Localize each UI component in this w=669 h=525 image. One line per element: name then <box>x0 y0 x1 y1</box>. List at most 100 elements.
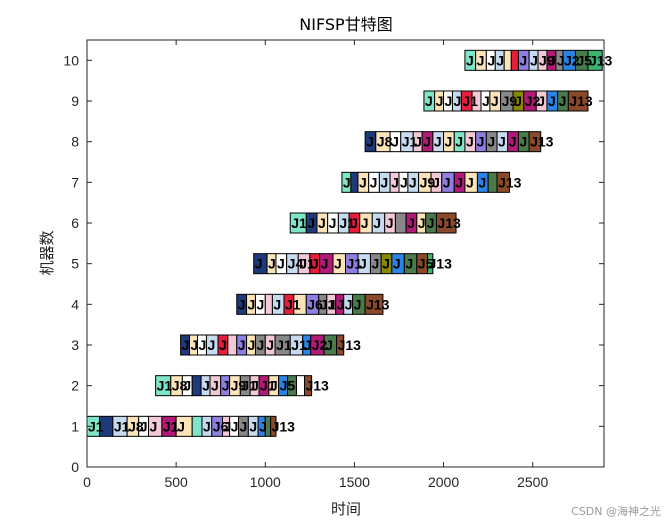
gantt-block-label: J <box>393 256 401 272</box>
gantt-block-label: J1 <box>285 296 301 312</box>
y-tick-label: 3 <box>71 337 79 353</box>
gantt-block <box>510 49 519 71</box>
gantt-block-label: J <box>334 256 342 272</box>
gantt-block-label: J1 <box>462 93 478 109</box>
gantt-block-label: J <box>414 134 422 150</box>
gantt-block <box>496 171 511 193</box>
chart-title: NIFSP甘特图 <box>299 15 392 34</box>
gantt-block-label: J <box>519 134 527 150</box>
gantt-block-label: J <box>455 134 463 150</box>
gantt-block-label: J <box>191 337 199 353</box>
gantt-block-label: J <box>343 174 351 190</box>
gantt-block-label: J5 <box>418 256 434 272</box>
gantt-block-label: J <box>304 337 312 353</box>
gantt-block-label: J <box>268 256 276 272</box>
gantt-block-label: J1 <box>299 256 315 272</box>
gantt-block-label: J <box>477 134 485 150</box>
gantt-block <box>295 375 305 397</box>
gantt-block-label: J1 <box>402 134 418 150</box>
gantt-block-label: J <box>391 134 399 150</box>
gantt-block-label: J13 <box>366 296 390 312</box>
gantt-block <box>350 171 359 193</box>
gantt-block-label: J <box>140 418 148 434</box>
y-tick-label: 9 <box>71 93 79 109</box>
gantt-block-label: J1 <box>347 256 363 272</box>
gantt-block-label: J <box>259 418 267 434</box>
gantt-block-label: J9 <box>539 52 555 68</box>
gantt-block-label: J1 <box>276 337 292 353</box>
gantt-block-label: J <box>391 174 399 190</box>
gantt-block-label: J <box>548 93 556 109</box>
x-axis-label: 时间 <box>331 500 361 518</box>
gantt-block-label: J1 <box>291 337 307 353</box>
gantt-block-label: J1 <box>163 418 179 434</box>
gantt-block-label: J <box>183 378 191 394</box>
y-tick-label: 7 <box>71 174 79 190</box>
gantt-block <box>191 415 203 437</box>
gantt-block-label: J <box>509 134 517 150</box>
gantt-block-label: J <box>453 93 461 109</box>
gantt-block-label: J <box>203 418 211 434</box>
gantt-block-label: J1 <box>241 378 257 394</box>
gantt-block-label: J <box>498 134 506 150</box>
gantt-block-label: J <box>418 215 426 231</box>
gantt-block-label: J <box>519 52 527 68</box>
gantt-block <box>487 171 498 193</box>
gantt-block-label: J <box>373 215 381 231</box>
x-tick-label: 2000 <box>428 474 459 490</box>
gantt-block-label: J <box>443 174 451 190</box>
gantt-block-label: J <box>307 215 315 231</box>
gantt-block-label: J <box>407 215 415 231</box>
gantt-block-label: J2 <box>312 337 328 353</box>
gantt-block-label: J <box>337 296 345 312</box>
gantt-block-label: J2 <box>525 93 541 109</box>
gantt-block-label: J <box>478 174 486 190</box>
x-tick-label: 1000 <box>250 474 281 490</box>
x-tick-label: 2500 <box>517 474 548 490</box>
axes-box <box>86 39 605 468</box>
gantt-block-label: J <box>248 337 256 353</box>
gantt-block-label: J1 <box>157 378 173 394</box>
gantt-block-label: J <box>354 296 362 312</box>
gantt-block-label: J <box>328 296 336 312</box>
gantt-block-label: J <box>277 256 285 272</box>
gantt-block-label: J <box>537 93 545 109</box>
gantt-block-label: J <box>382 256 390 272</box>
gantt-block-label: J1 <box>339 215 355 231</box>
gantt-block-label: J <box>409 174 417 190</box>
gantt-block-label: J <box>222 378 230 394</box>
gantt-block-label: J9 <box>420 174 436 190</box>
y-axis-label: 机器数 <box>38 230 56 275</box>
gantt-block-label: J <box>249 418 257 434</box>
gantt-block-label: J1 <box>114 418 130 434</box>
gantt-block-label: J <box>329 215 337 231</box>
gantt-block <box>435 212 457 234</box>
gantt-block-label: J <box>380 174 388 190</box>
gantt-block-label: J <box>423 134 431 150</box>
gantt-block-label: J <box>223 418 231 434</box>
y-tick-label: 4 <box>71 296 79 312</box>
gantt-block <box>303 375 313 397</box>
gantt-block-label: J <box>425 93 433 109</box>
y-tick-label: 5 <box>71 256 79 272</box>
gantt-block-label: J13 <box>305 378 329 394</box>
y-tick-label: 8 <box>71 134 79 150</box>
gantt-block-label: J <box>557 52 565 68</box>
gantt-block-label: J <box>345 296 353 312</box>
gantt-block <box>336 334 345 356</box>
gantt-block-label: J <box>386 215 394 231</box>
gantt-block <box>227 334 238 356</box>
gantt-block-label: J <box>432 174 440 190</box>
gantt-block-label: J <box>427 215 435 231</box>
gantt-block-label: J9 <box>502 93 518 109</box>
gantt-block-label: J <box>318 215 326 231</box>
gantt-block-label: J6 <box>213 418 229 434</box>
gantt-block-label: J <box>466 52 474 68</box>
gantt-block-label: J <box>359 256 367 272</box>
y-tick-label: 6 <box>71 215 79 231</box>
gantt-block-label: J13 <box>429 256 453 272</box>
x-tick-label: 1500 <box>339 474 370 490</box>
gantt-block-label: J <box>370 174 378 190</box>
gantt-block-label: J <box>496 52 504 68</box>
